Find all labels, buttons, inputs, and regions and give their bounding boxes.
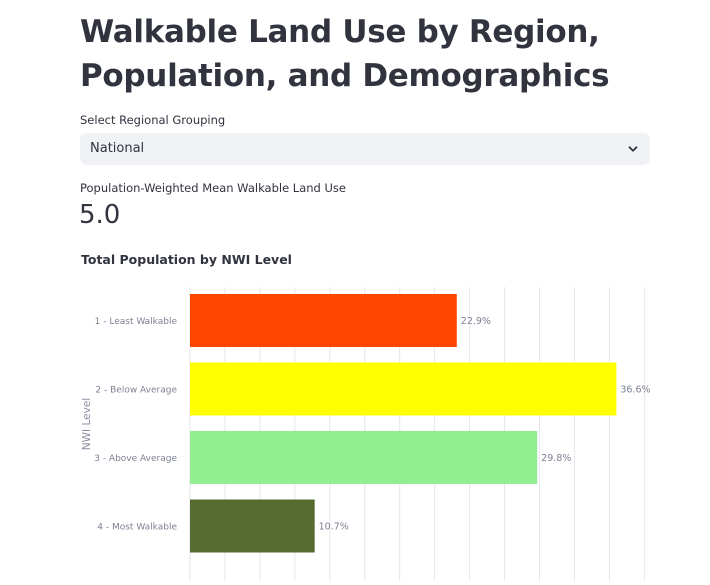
metric-label: Population-Weighted Mean Walkable Land U… bbox=[80, 181, 346, 195]
bar bbox=[190, 499, 315, 553]
bar bbox=[190, 294, 457, 347]
page-title: Walkable Land Use by Region, Population,… bbox=[80, 14, 610, 94]
y-tick-label: 1 - Least Walkable bbox=[95, 317, 178, 327]
metric-value: 5.0 bbox=[79, 200, 121, 230]
y-tick-label: 4 - Most Walkable bbox=[97, 523, 177, 533]
chevron-down-icon bbox=[628, 146, 638, 152]
y-tick-label: 2 - Below Average bbox=[95, 386, 177, 396]
regional-grouping-selected-value: National bbox=[90, 141, 145, 156]
population-by-nwi-chart: Total Population by NWI Level NWI Level 1 … bbox=[0, 240, 710, 581]
regional-grouping-label: Select Regional Grouping bbox=[80, 113, 226, 127]
y-tick-label: 3 - Above Average bbox=[94, 454, 177, 464]
regional-grouping-select[interactable]: National bbox=[80, 133, 650, 165]
data-label: 29.8% bbox=[541, 453, 571, 464]
bar bbox=[190, 362, 617, 416]
bar bbox=[190, 431, 538, 484]
y-axis-title: NWI Level bbox=[81, 398, 93, 450]
data-label: 10.7% bbox=[319, 522, 349, 533]
chart-svg: Total Population by NWI Level NWI Level 1 … bbox=[81, 252, 651, 581]
data-label: 36.6% bbox=[620, 385, 650, 396]
data-label: 22.9% bbox=[461, 316, 491, 327]
chart-title: Total Population by NWI Level bbox=[81, 252, 292, 267]
